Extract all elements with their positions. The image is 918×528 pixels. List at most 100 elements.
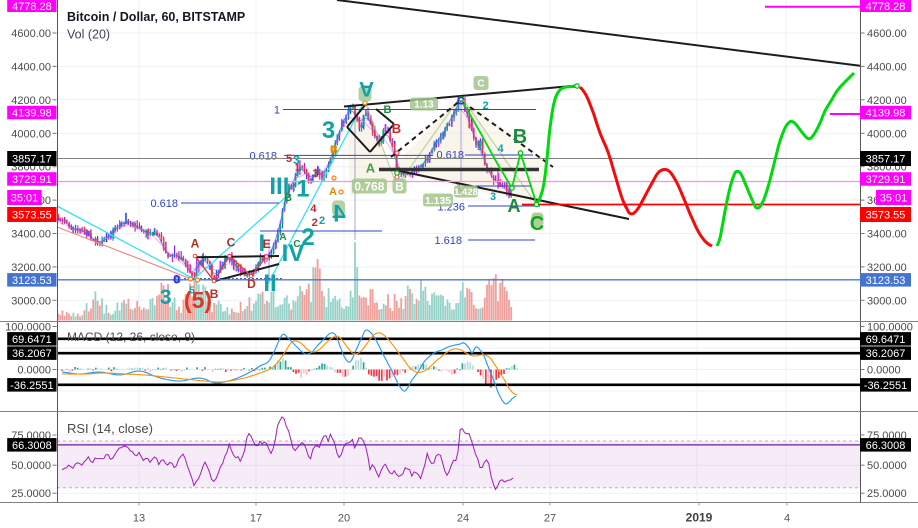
svg-text:35:01: 35:01 [11,193,39,205]
svg-text:3573.55: 3573.55 [12,210,52,222]
svg-text:2: 2 [312,217,318,229]
svg-text:3857.17: 3857.17 [866,154,906,166]
svg-text:4: 4 [498,143,505,155]
svg-text:3: 3 [322,117,335,144]
svg-text:3: 3 [312,168,318,180]
svg-text:1: 1 [274,105,280,117]
svg-text:27: 27 [544,513,556,525]
svg-text:20: 20 [338,513,350,525]
svg-text:C: C [457,96,465,108]
svg-text:B: B [395,179,404,193]
svg-text:36.2067: 36.2067 [866,348,906,360]
svg-text:I: I [258,230,265,257]
svg-text:36.2067: 36.2067 [12,348,52,360]
svg-text:2: 2 [319,215,325,227]
svg-text:A: A [191,237,200,251]
svg-text:Bitcoin / Dollar, 60, BITSTAMP: Bitcoin / Dollar, 60, BITSTAMP [67,10,245,24]
svg-text:4200.00: 4200.00 [11,95,51,107]
svg-text:0.618: 0.618 [436,150,464,162]
svg-text:1: 1 [296,176,309,203]
svg-text:3: 3 [160,286,172,309]
svg-text:3729.91: 3729.91 [12,174,52,186]
svg-text:3573.55: 3573.55 [866,210,906,222]
svg-text:B: B [330,144,338,156]
svg-text:(5): (5) [184,287,212,313]
svg-text:17: 17 [250,513,262,525]
svg-text:3400.00: 3400.00 [11,229,51,241]
svg-text:A: A [366,161,376,176]
svg-text:5: 5 [189,285,195,296]
svg-text:4: 4 [310,203,317,215]
svg-text:1.428: 1.428 [454,187,478,198]
svg-text:D: D [247,277,256,291]
svg-text:3123.53: 3123.53 [12,275,52,287]
svg-text:3200.00: 3200.00 [11,262,51,274]
svg-text:4139.98: 4139.98 [12,108,52,120]
svg-text:0.0000: 0.0000 [867,365,901,377]
svg-text:50.0000: 50.0000 [867,460,907,472]
svg-text:RSI (14, close): RSI (14, close) [67,421,153,436]
svg-text:50.0000: 50.0000 [11,460,51,472]
svg-text:4200.00: 4200.00 [867,95,907,107]
svg-text:3000.00: 3000.00 [867,295,907,307]
svg-text:100.0000: 100.0000 [5,322,51,334]
svg-text:24: 24 [457,513,469,525]
svg-text:4600.00: 4600.00 [867,28,907,40]
svg-text:25.0000: 25.0000 [11,488,51,500]
svg-text:3: 3 [293,153,300,167]
svg-text:0.0000: 0.0000 [17,365,51,377]
svg-text:4778.28: 4778.28 [866,1,906,13]
svg-text:-36.2551: -36.2551 [10,380,53,392]
svg-text:2: 2 [482,100,488,112]
svg-text:1: 1 [477,141,483,153]
svg-text:4400.00: 4400.00 [11,61,51,73]
svg-text:B: B [210,287,219,301]
svg-text:3123.53: 3123.53 [866,275,906,287]
svg-text:35:01: 35:01 [880,193,908,205]
svg-text:4400.00: 4400.00 [867,61,907,73]
svg-text:III: III [269,173,289,200]
svg-text:IV: IV [282,240,305,267]
svg-text:13: 13 [133,513,145,525]
svg-text:69.6471: 69.6471 [12,334,52,346]
svg-text:C: C [530,213,544,235]
svg-text:4: 4 [332,201,346,228]
svg-text:4: 4 [784,513,790,525]
svg-text:4778.28: 4778.28 [12,1,52,13]
svg-text:0.768: 0.768 [354,179,384,193]
svg-text:E: E [263,237,271,251]
svg-text:66.3008: 66.3008 [866,440,906,452]
svg-text:1: 1 [295,163,301,174]
svg-text:B: B [284,192,292,204]
svg-text:66.3008: 66.3008 [12,440,52,452]
svg-text:3400.00: 3400.00 [867,229,907,241]
svg-text:25.0000: 25.0000 [867,488,907,500]
svg-text:0: 0 [173,273,180,287]
svg-text:-36.2551: -36.2551 [864,380,907,392]
svg-text:B: B [392,121,401,136]
svg-text:3200.00: 3200.00 [867,262,907,274]
svg-text:4000.00: 4000.00 [11,128,51,140]
svg-text:1.135: 1.135 [425,195,451,207]
svg-text:3729.91: 3729.91 [866,174,906,186]
svg-text:2019: 2019 [686,511,713,525]
svg-text:4000.00: 4000.00 [867,128,907,140]
svg-text:3000.00: 3000.00 [11,295,51,307]
svg-text:0.618: 0.618 [249,150,277,162]
svg-text:5: 5 [286,153,292,165]
svg-text:B: B [513,126,527,148]
svg-text:MACD (12, 26, close, 9): MACD (12, 26, close, 9) [67,330,195,344]
svg-text:A: A [279,232,286,243]
svg-text:100.0000: 100.0000 [867,322,913,334]
svg-text:3857.17: 3857.17 [12,154,52,166]
svg-text:A: A [359,77,374,100]
svg-text:1.618: 1.618 [434,235,462,247]
svg-text:C: C [227,236,236,250]
svg-text:II: II [263,270,276,297]
svg-text:C: C [293,239,300,250]
svg-text:4139.98: 4139.98 [866,108,906,120]
svg-text:0.618: 0.618 [150,198,178,210]
svg-text:4600.00: 4600.00 [11,28,51,40]
svg-text:1.13: 1.13 [414,100,434,111]
svg-text:2: 2 [301,224,314,251]
